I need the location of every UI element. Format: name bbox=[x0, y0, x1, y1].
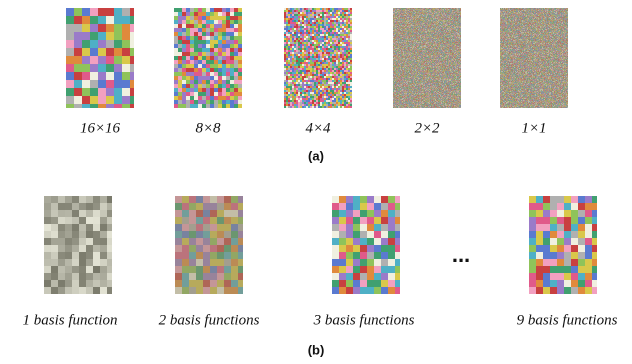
label: 1 basis function bbox=[22, 312, 117, 328]
caption: (a) bbox=[308, 148, 324, 163]
mosaic-image bbox=[332, 196, 400, 294]
mosaic-image bbox=[66, 8, 134, 108]
caption: (b) bbox=[308, 342, 325, 357]
label: 8×8 bbox=[195, 120, 221, 136]
figure: 16×16 8×8 4×4 2×2 1×1 (a) 1 basis functi… bbox=[0, 0, 632, 364]
ellipsis: ... bbox=[452, 242, 470, 267]
label: 1×1 bbox=[521, 120, 546, 136]
mosaic-image bbox=[284, 8, 352, 108]
label: 3 basis functions bbox=[313, 312, 415, 328]
mosaic-image bbox=[175, 196, 243, 294]
mosaic-image bbox=[393, 8, 461, 108]
label: 16×16 bbox=[80, 120, 121, 136]
label: 2×2 bbox=[414, 120, 440, 136]
mosaic-image bbox=[500, 8, 568, 108]
page: 16×16 8×8 4×4 2×2 1×1 (a) 1 basis functi… bbox=[0, 0, 632, 364]
label: 2 basis functions bbox=[159, 312, 260, 328]
mosaic-image bbox=[44, 196, 112, 294]
label: 4×4 bbox=[305, 120, 331, 136]
label: 9 basis functions bbox=[517, 312, 618, 328]
mosaic-image bbox=[174, 8, 242, 108]
mosaic-image bbox=[529, 196, 597, 294]
